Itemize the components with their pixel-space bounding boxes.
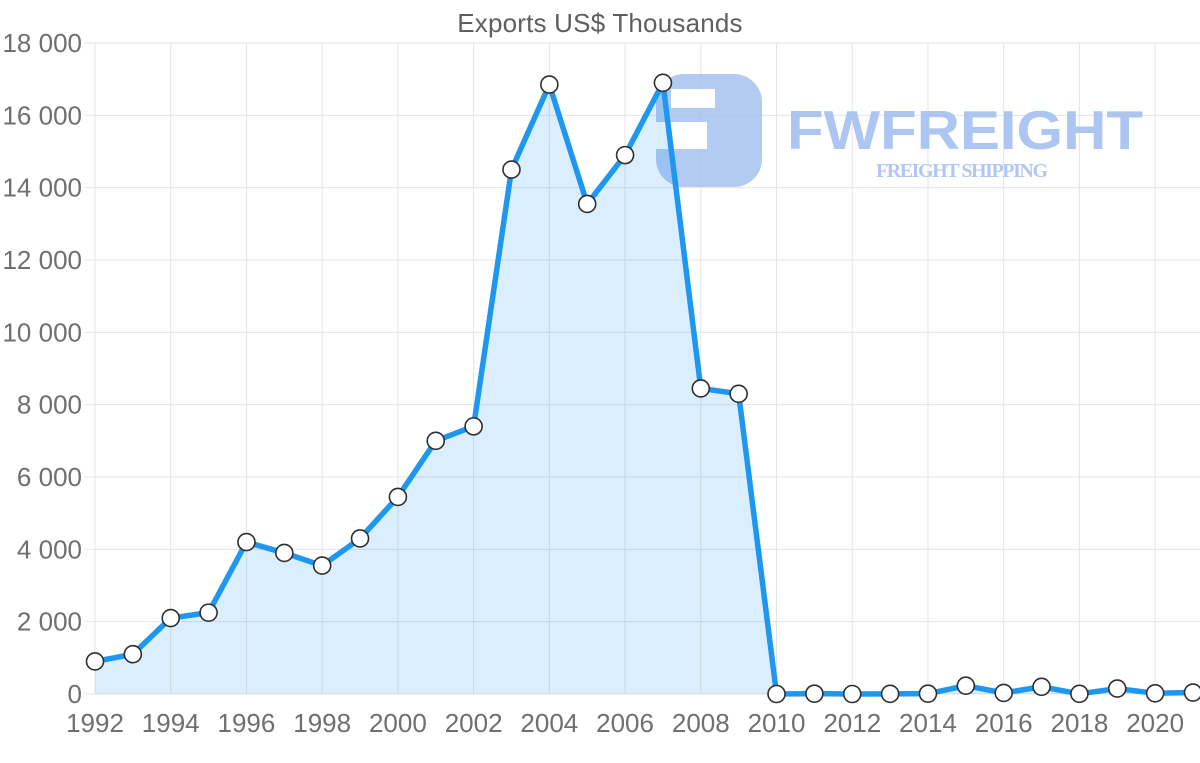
y-axis-tick-label: 16 000	[2, 100, 82, 130]
freight-monogram-icon-notch	[671, 89, 715, 108]
x-axis-tick-label: 2016	[975, 708, 1033, 738]
x-axis-tick-label: 2002	[445, 708, 503, 738]
y-axis-tick-label: 8 000	[17, 390, 82, 420]
x-axis-tick-label: 1996	[218, 708, 276, 738]
y-axis-tick-label: 10 000	[2, 317, 82, 347]
x-axis-tick-label: 2018	[1050, 708, 1108, 738]
data-point-2005[interactable]	[577, 194, 597, 214]
freight-monogram-icon-notch	[650, 122, 707, 149]
x-axis-tick-label: 1992	[66, 708, 124, 738]
data-point-2017[interactable]	[1032, 677, 1051, 697]
watermark-brand-text: FWFREIGHT	[787, 99, 1143, 161]
y-axis-tick-label: 18 000	[2, 28, 82, 58]
x-axis-tick-label: 2010	[748, 708, 806, 738]
data-point-2012[interactable]	[842, 684, 862, 704]
data-point-1998[interactable]	[312, 556, 332, 575]
x-axis-tick-label: 2012	[823, 708, 881, 738]
data-point-1992[interactable]	[85, 652, 105, 671]
data-point-1994[interactable]	[161, 608, 181, 628]
data-point-2019[interactable]	[1107, 679, 1127, 698]
data-point-2018[interactable]	[1070, 684, 1089, 704]
data-point-2016[interactable]	[994, 683, 1013, 703]
x-axis-tick-label: 2004	[520, 708, 578, 738]
data-point-2001[interactable]	[426, 431, 446, 451]
data-point-2006[interactable]	[615, 145, 635, 165]
data-point-1999[interactable]	[350, 529, 370, 548]
data-point-2003[interactable]	[502, 160, 521, 179]
y-axis-tick-label: 14 000	[2, 173, 82, 203]
data-point-2020[interactable]	[1145, 683, 1165, 703]
data-point-1997[interactable]	[275, 543, 294, 563]
chart-title: Exports US$ Thousands	[457, 8, 743, 38]
data-point-2014[interactable]	[918, 684, 938, 703]
data-point-2021[interactable]	[1183, 683, 1200, 702]
data-point-2009[interactable]	[729, 384, 748, 404]
data-point-2011[interactable]	[805, 684, 824, 703]
exports-area-fill	[95, 82, 1193, 695]
y-axis-tick-label: 2 000	[17, 607, 82, 637]
data-point-2015[interactable]	[956, 676, 976, 695]
data-point-2004[interactable]	[540, 75, 559, 94]
data-point-markers	[85, 73, 1200, 704]
y-axis-tick-label: 4 000	[17, 534, 82, 564]
x-axis-tick-label: 2006	[596, 708, 654, 738]
data-point-1996[interactable]	[237, 532, 256, 552]
x-axis-tick-label: 2008	[672, 708, 730, 738]
x-axis-tick-label: 1998	[293, 708, 351, 738]
x-axis-tick-label: 1994	[142, 708, 200, 738]
data-point-2007[interactable]	[653, 73, 673, 93]
watermark-tagline-text: FREIGHT SHIPPING	[876, 160, 1048, 182]
x-axis-tick-label: 2000	[369, 708, 427, 738]
data-point-2010[interactable]	[767, 684, 786, 704]
data-point-2002[interactable]	[464, 417, 483, 436]
y-axis-tick-label: 12 000	[2, 245, 82, 275]
data-point-1995[interactable]	[199, 603, 218, 622]
grid: 0 2 000 4 000 6 000 8 000 10 000 12 000 14 000 1…	[2, 28, 1200, 738]
y-axis-tick-label: 6 000	[17, 462, 82, 492]
x-axis-tick-label: 2014	[899, 708, 957, 738]
data-point-2013[interactable]	[880, 684, 900, 704]
y-axis-tick-label: 0	[68, 679, 82, 709]
data-point-2000[interactable]	[388, 487, 408, 507]
x-axis-tick-label: 2020	[1126, 708, 1184, 738]
data-point-2008[interactable]	[691, 379, 711, 398]
data-point-1993[interactable]	[123, 644, 143, 664]
